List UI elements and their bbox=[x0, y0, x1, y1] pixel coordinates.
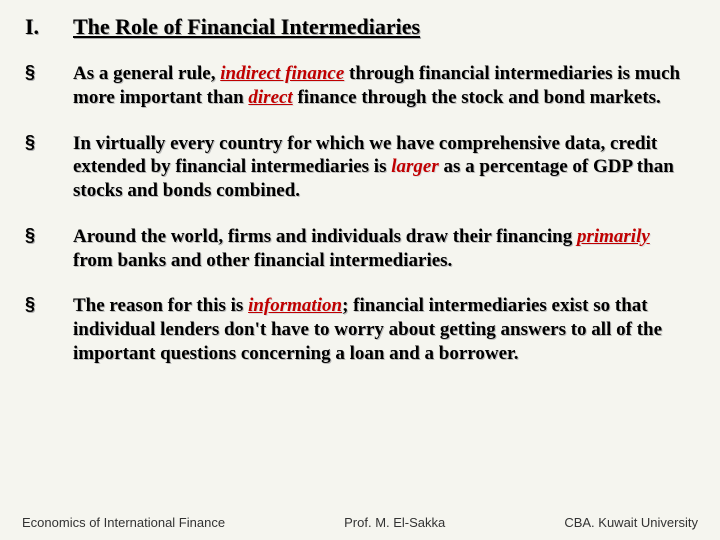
bullet-marker: § bbox=[25, 225, 73, 273]
text-run: The reason for this is bbox=[73, 295, 248, 316]
bullet-marker: § bbox=[25, 294, 73, 365]
bullet-row: §In virtually every country for which we… bbox=[25, 132, 690, 203]
heading-content: The Role of Financial Intermediaries bbox=[73, 14, 690, 40]
heading-row: I. The Role of Financial Intermediaries bbox=[25, 14, 690, 40]
footer-center: Prof. M. El-Sakka bbox=[344, 515, 445, 530]
bullet-text: The reason for this is information; fina… bbox=[73, 294, 690, 365]
emphasis-text: direct bbox=[248, 87, 292, 108]
emphasis-text: larger bbox=[391, 156, 439, 177]
bullets-container: §As a general rule, indirect finance thr… bbox=[25, 62, 690, 366]
bullet-row: §Around the world, firms and individuals… bbox=[25, 225, 690, 273]
emphasis-text: indirect finance bbox=[220, 63, 344, 84]
footer: Economics of International Finance Prof.… bbox=[0, 515, 720, 530]
bullet-row: §As a general rule, indirect finance thr… bbox=[25, 62, 690, 110]
text-run: As a general rule, bbox=[73, 63, 220, 84]
text-run: Around the world, firms and individuals … bbox=[73, 226, 577, 247]
footer-right: CBA. Kuwait University bbox=[564, 515, 698, 530]
slide: I. The Role of Financial Intermediaries … bbox=[0, 0, 720, 540]
text-run: finance through the stock and bond marke… bbox=[293, 87, 661, 108]
bullet-text: In virtually every country for which we … bbox=[73, 132, 690, 203]
footer-left: Economics of International Finance bbox=[22, 515, 225, 530]
emphasis-text: information bbox=[248, 295, 342, 316]
heading-marker: I. bbox=[25, 14, 73, 40]
slide-title: The Role of Financial Intermediaries bbox=[73, 14, 420, 39]
text-run: from banks and other financial intermedi… bbox=[73, 250, 452, 271]
bullet-text: Around the world, firms and individuals … bbox=[73, 225, 690, 273]
bullet-row: §The reason for this is information; fin… bbox=[25, 294, 690, 365]
bullet-text: As a general rule, indirect finance thro… bbox=[73, 62, 690, 110]
bullet-marker: § bbox=[25, 132, 73, 203]
emphasis-text: primarily bbox=[577, 226, 650, 247]
bullet-marker: § bbox=[25, 62, 73, 110]
